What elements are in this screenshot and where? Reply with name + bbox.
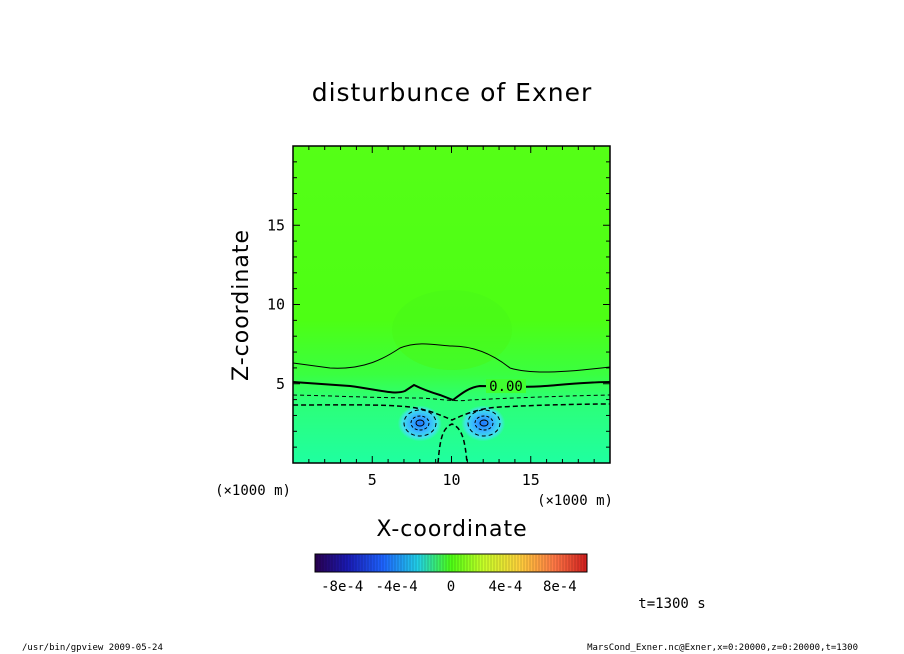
colorbar-tick-label: -8e-4 [321, 579, 363, 595]
footer-left: /usr/bin/gpview 2009-05-24 [22, 643, 163, 653]
contours [293, 343, 610, 463]
colorbar-tick-label: 8e-4 [543, 579, 577, 595]
contour-label-bg [486, 379, 526, 393]
field-area [293, 146, 610, 463]
time-label: t=1300 s [638, 596, 705, 612]
cell-contour [474, 415, 494, 431]
cell-contour [410, 415, 430, 431]
cell-contour [467, 409, 501, 437]
x-tick-label: 5 [368, 471, 377, 489]
x-unit-left: (×1000 m) [215, 483, 291, 499]
colorbar: -8e-4 -4e-4 0 4e-4 8e-4 [314, 553, 588, 595]
contour-neg1 [293, 394, 610, 402]
field-bump [392, 290, 512, 370]
x-tick-label: 15 [522, 471, 540, 489]
x-tick-label: 10 [442, 471, 460, 489]
z-tick-label: 10 [267, 296, 285, 314]
y-axis-label: Z-coordinate [229, 229, 254, 381]
footer-right: MarsCond_Exner.nc@Exner,x=0:20000,z=0:20… [587, 643, 858, 653]
colorbar-frame [314, 553, 588, 573]
colorbar-tick-label: 0 [447, 579, 455, 595]
cell-contour [479, 419, 489, 427]
colorbar-stripes [316, 555, 585, 571]
negative-cell-1 [397, 405, 442, 442]
chart-title: disturbunce of Exner [312, 78, 593, 107]
contour-zero [293, 381, 610, 402]
cell-contour [403, 409, 437, 437]
axes: 5 10 15 5 10 15 [267, 145, 611, 489]
contour-neg2 [293, 403, 610, 421]
colorbar-tick-label: 4e-4 [489, 579, 523, 595]
colorbar-fill [315, 554, 587, 572]
z-tick-label: 5 [276, 375, 285, 393]
x-unit-right: (×1000 m) [537, 493, 613, 509]
cell-contour [415, 419, 425, 427]
contour-neg3 [437, 423, 468, 463]
contour-label: 0.00 [489, 379, 523, 395]
x-axis-label: X-coordinate [376, 517, 527, 542]
z-tick-label: 15 [267, 216, 285, 234]
colorbar-tick-label: -4e-4 [376, 579, 418, 595]
colorbar-labels: -8e-4 -4e-4 0 4e-4 8e-4 [321, 579, 577, 595]
contour-pos [293, 343, 610, 373]
